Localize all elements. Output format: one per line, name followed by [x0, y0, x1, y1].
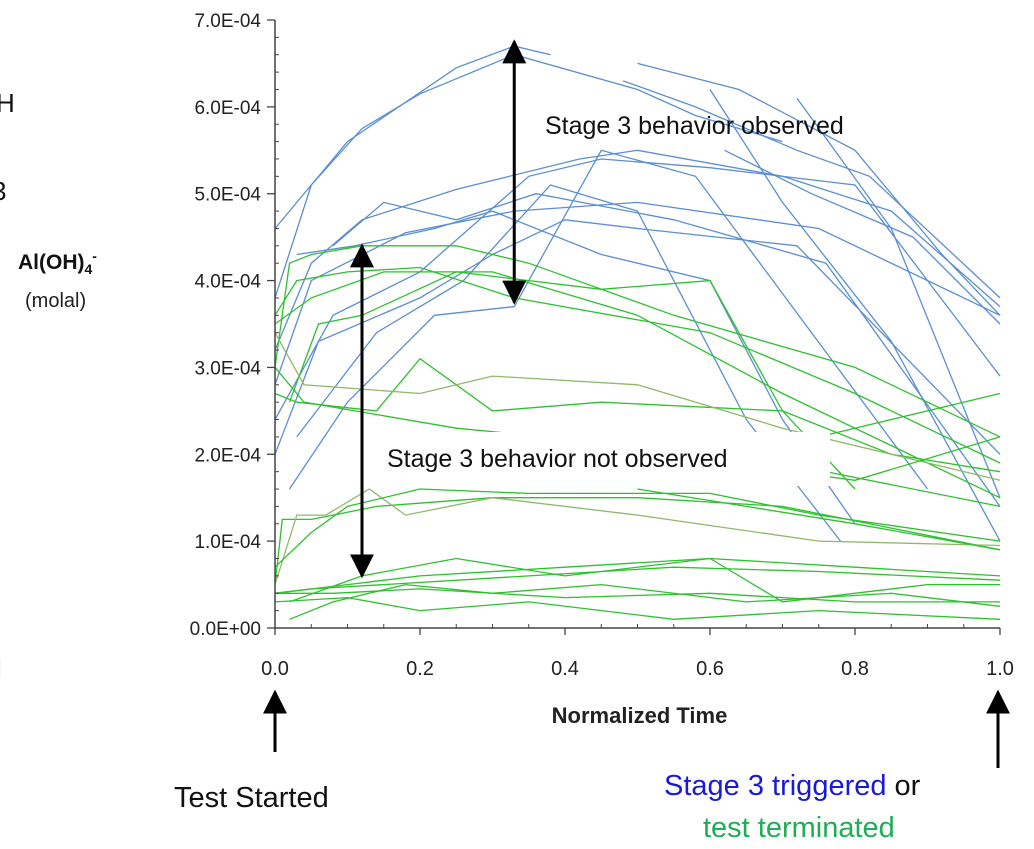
- series-line-stage3-12: [637, 62, 1001, 316]
- y-axis-label-sup: -: [92, 248, 97, 264]
- series-line-stage3-10: [296, 210, 856, 525]
- series-line-no-stage3-8: [274, 497, 1001, 585]
- series-line-no-stage3-10: [274, 488, 1001, 568]
- y-axis-unit: (molal): [25, 290, 87, 312]
- series-line-stage3-14: [709, 89, 1001, 542]
- series-line-no-stage3-16: [289, 583, 1001, 620]
- series-line-no-stage3-12: [274, 566, 1001, 594]
- series-line-stage3-2: [274, 45, 551, 229]
- series-line-stage3-9: [332, 193, 1001, 507]
- series-group-stage3: [274, 45, 1001, 542]
- series-line-no-stage3-2: [274, 266, 1001, 464]
- x-tick-label-4: 0.8: [841, 658, 869, 680]
- y-tick-label-2: 2.0E-04: [194, 445, 261, 466]
- x-tick-label-0: 0.0: [261, 658, 289, 680]
- y-tick-label-7: 7.0E-04: [194, 11, 261, 32]
- left-fragment-3: l: [0, 654, 2, 685]
- left-fragment-2: 3: [0, 176, 6, 207]
- series-line-no-stage3-4: [288, 271, 856, 490]
- series-line-stage3-6: [274, 219, 1001, 455]
- series-line-no-stage3-9: [274, 488, 1001, 585]
- or-label: or: [894, 770, 921, 802]
- series-line-no-stage3-15: [289, 557, 1000, 603]
- series-line-no-stage3-11: [274, 557, 1001, 594]
- y-axis-label: Al(OH)4-: [18, 248, 97, 277]
- left-fragment-1: H: [0, 88, 15, 118]
- y-tick-label-3: 3.0E-04: [194, 358, 261, 379]
- annotation-stage3-observed: Stage 3 behavior observed: [545, 112, 844, 140]
- series-line-no-stage3-1: [274, 245, 1001, 438]
- series-line-stage3-15: [796, 97, 1001, 498]
- y-tick-label-0: 0.0E+00: [190, 619, 261, 640]
- series-line-stage3-3: [274, 149, 1001, 351]
- y-tick-label-4: 4.0E-04: [194, 272, 261, 293]
- y-axis-label-main: Al(OH): [18, 251, 85, 274]
- y-tick-label-1: 1.0E-04: [194, 532, 261, 553]
- test-terminated-label: test terminated: [703, 812, 895, 844]
- x-tick-label-3: 0.6: [696, 658, 724, 680]
- y-axis-label-sub: 4: [84, 261, 93, 278]
- y-tick-label-5: 5.0E-04: [194, 185, 261, 206]
- x-tick-label-2: 0.4: [551, 658, 579, 680]
- y-tick-label-6: 6.0E-04: [194, 98, 261, 119]
- annotation-not-observed-bg: [380, 432, 830, 486]
- stage3-triggered-line: Stage 3 triggered or: [664, 770, 920, 803]
- x-tick-label-5: 1.0: [986, 658, 1014, 680]
- series-line-stage3-13: [724, 149, 1001, 325]
- series-line-stage3-11: [622, 80, 1001, 299]
- series-line-no-stage3-14: [274, 596, 1001, 620]
- series-line-no-stage3-17: [637, 488, 1001, 551]
- x-axis-label: Normalized Time: [552, 703, 728, 728]
- test-started-label: Test Started: [174, 782, 329, 814]
- series-line-stage3-7: [288, 149, 929, 490]
- annotation-stage3-not-observed: Stage 3 behavior not observed: [387, 445, 728, 473]
- series-line-stage3-8: [296, 184, 842, 542]
- series-line-no-stage3-13: [275, 588, 1000, 603]
- series-line-no-stage3-6: [274, 332, 1001, 481]
- series-group-no-stage3: [274, 245, 1001, 620]
- series-line-stage3-5: [274, 158, 1001, 420]
- stage3-triggered-label: Stage 3 triggered: [664, 770, 887, 802]
- x-tick-label-1: 0.2: [406, 658, 434, 680]
- series-line-no-stage3-3: [274, 271, 1001, 499]
